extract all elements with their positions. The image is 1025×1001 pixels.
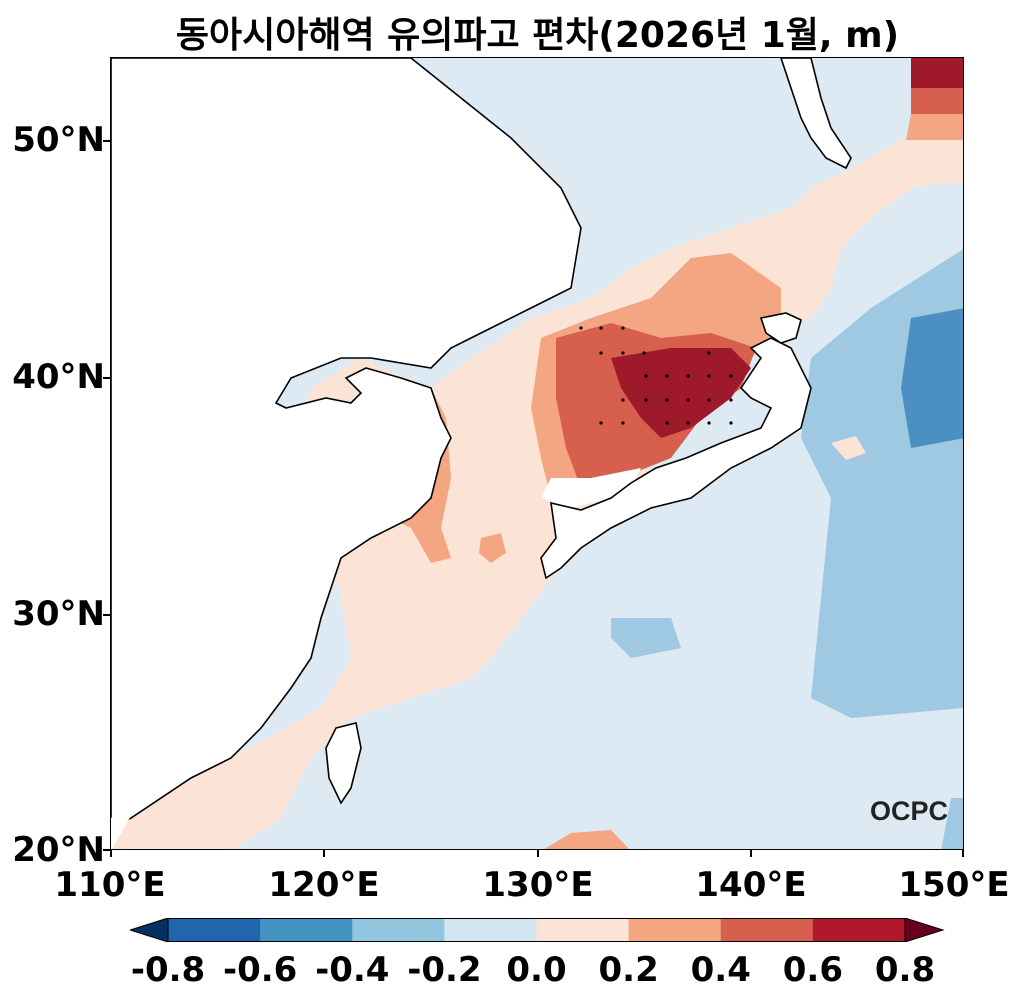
colorbar-tick-label: -0.6	[222, 950, 298, 990]
lat-label-50n: 50°N	[12, 120, 105, 160]
lon-tick	[323, 850, 325, 857]
colorbar-tick-label: 0.8	[874, 950, 936, 990]
colorbar-cell	[628, 918, 722, 942]
lat-label-20n: 20°N	[12, 830, 105, 870]
lon-tick	[537, 850, 539, 857]
map-title: 동아시아해역 유의파고 편차(2026년 1월, m)	[175, 15, 900, 56]
lon-label-110e: 110°E	[54, 865, 166, 905]
land-taiwan	[325, 722, 362, 805]
anomaly-patch-pos00-ne	[891, 140, 963, 183]
land-sakhalin	[780, 58, 852, 170]
lon-tick	[110, 850, 112, 857]
anomaly-patch-pos02-s	[544, 830, 630, 849]
lon-label-120e: 120°E	[268, 865, 380, 905]
anomaly-patch-pos02-ne	[906, 114, 963, 140]
map-area	[110, 57, 964, 850]
land-hokkaido	[759, 312, 802, 344]
lat-tick	[103, 614, 110, 616]
colorbar-cell	[812, 918, 906, 942]
colorbar-cell	[168, 918, 261, 942]
colorbar-extend-low	[130, 918, 169, 942]
colorbar-tick-label: 0.4	[690, 950, 751, 990]
colorbar-tick-label: -0.8	[130, 950, 206, 990]
anomaly-patch-pos02	[479, 533, 506, 563]
anomaly-patch-pos04-ne	[911, 88, 963, 114]
colorbar-cells	[167, 918, 906, 942]
lat-label-40n: 40°N	[12, 357, 105, 397]
colorbar-tick-label: -0.4	[315, 950, 390, 990]
colorbar-cell	[260, 918, 353, 942]
lon-tick	[750, 850, 752, 857]
colorbar-cell	[352, 918, 445, 942]
lon-label-130e: 130°E	[482, 865, 594, 905]
lat-tick	[103, 140, 110, 142]
lon-tick	[962, 850, 964, 857]
anomaly-patch-neg02	[611, 618, 681, 658]
lon-label-150e: 150°E	[898, 865, 1010, 905]
anomaly-patch-pos00-e	[831, 436, 866, 460]
lat-label-30n: 30°N	[12, 594, 105, 634]
land-sw	[111, 798, 141, 849]
colorbar-tick-label: 0.0	[506, 950, 567, 990]
anomaly-patch-neg02-se	[941, 798, 963, 849]
colorbar-cell	[444, 918, 537, 942]
colorbar-extend-high	[904, 918, 945, 942]
colorbar-tick-label: 0.2	[598, 950, 659, 990]
anomaly-patch-pos06-ne	[911, 58, 963, 88]
colorbar-tick-label: 0.6	[782, 950, 843, 990]
anomaly-contour-pos06	[611, 348, 751, 438]
colorbar	[130, 918, 945, 942]
ocpc-logo: OCPC	[870, 796, 949, 826]
colorbar-cell	[720, 918, 814, 942]
lat-tick	[103, 377, 110, 379]
significance-dots	[579, 326, 733, 425]
land-korea-south	[541, 468, 641, 508]
lon-label-140e: 140°E	[695, 865, 807, 905]
lat-tick	[103, 849, 110, 851]
land-asian-continent	[111, 58, 582, 829]
anomaly-contour-neg04	[901, 308, 963, 448]
colorbar-tick-label: -0.2	[407, 950, 482, 990]
colorbar-cell	[536, 918, 630, 942]
anomaly-map	[111, 58, 963, 849]
